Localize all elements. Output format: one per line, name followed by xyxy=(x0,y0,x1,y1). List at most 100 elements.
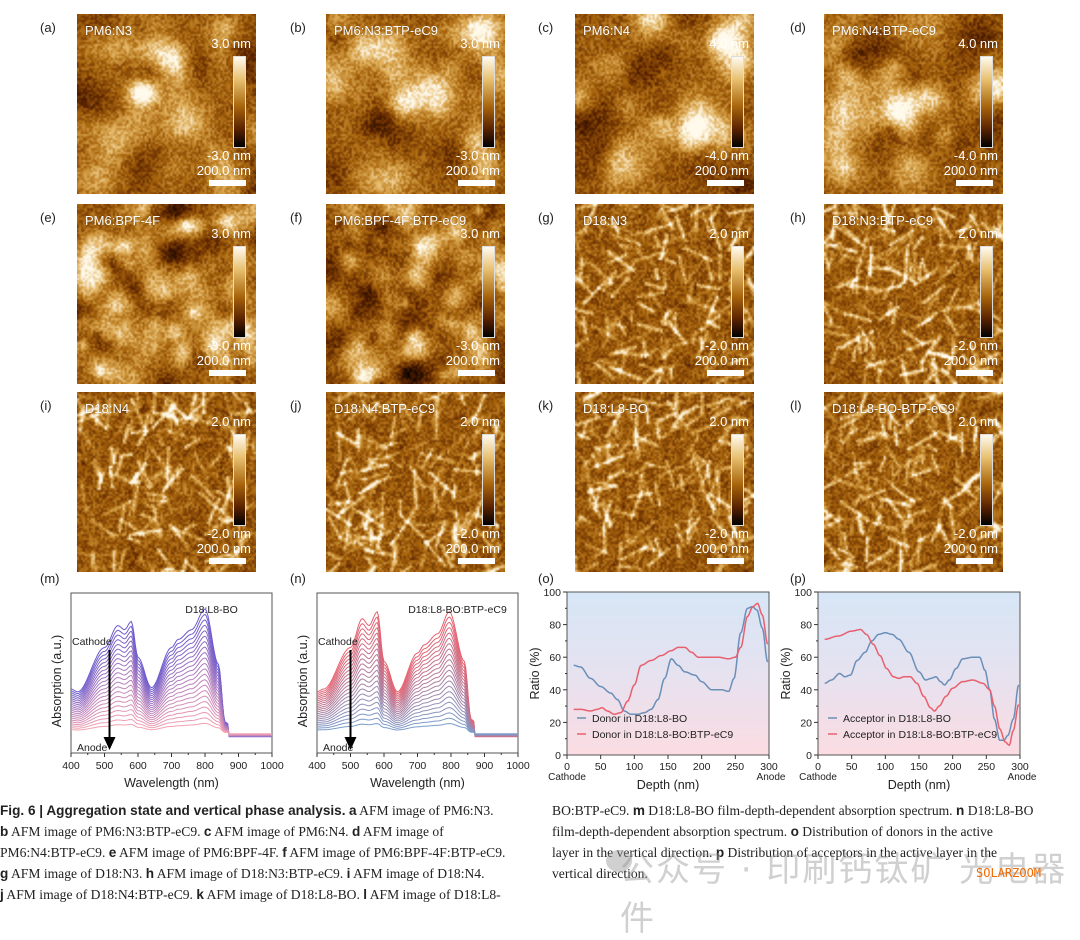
depth-arrow-head-icon xyxy=(104,737,116,750)
y-tick-label: 40 xyxy=(549,685,561,697)
spectrum-curve xyxy=(317,681,518,735)
spectrum-curve xyxy=(317,644,518,737)
spectrum-curve xyxy=(71,642,272,737)
panel-label: (c) xyxy=(538,20,553,35)
colorbar-max-label: 3.0 nm xyxy=(211,226,251,241)
caption-panel-ref: h xyxy=(146,866,154,881)
colorbar-min-label: -3.0 nm xyxy=(456,338,500,353)
caption-panel-ref: m xyxy=(633,803,645,818)
sample-label: PM6:N4:BTP-eC9 xyxy=(832,23,936,38)
caption-text: Distribution of donors in the active xyxy=(799,824,993,839)
colorbar-min-label: -2.0 nm xyxy=(954,526,998,541)
spectrum-curve xyxy=(317,692,518,735)
x-tick-label: 50 xyxy=(595,761,607,773)
sample-label: PM6:BPF-4F xyxy=(85,213,160,228)
spectrum-curve xyxy=(317,638,518,736)
series-line-neat xyxy=(574,607,768,715)
colorbar xyxy=(980,246,993,338)
y-tick-label: 100 xyxy=(794,587,812,599)
spectrum-curve xyxy=(71,685,272,735)
figure-caption-left: Fig. 6 | Aggregation state and vertical … xyxy=(0,800,535,905)
spectrum-curve xyxy=(317,628,518,737)
spectrum-curve xyxy=(317,702,518,734)
caption-line: g AFM image of D18:N3. h AFM image of D1… xyxy=(0,863,535,884)
caption-text: AFM image of D18:L8- xyxy=(367,887,501,902)
spectrum-curve xyxy=(71,691,272,735)
colorbar xyxy=(233,246,246,338)
caption-text: AFM image of PM6:N3:BTP-eC9. xyxy=(8,824,204,839)
scale-bar-label: 200.0 nm xyxy=(446,163,500,178)
scale-bar xyxy=(209,558,246,564)
spectrum-curve xyxy=(317,622,518,736)
panel-label: (f) xyxy=(290,210,302,225)
x-tick-label: 700 xyxy=(409,760,427,772)
colorbar-max-label: 2.0 nm xyxy=(211,414,251,429)
caption-line: BO:BTP-eC9. m D18:L8-BO film-depth-depen… xyxy=(552,800,1080,821)
x-tick-label: 300 xyxy=(760,761,778,773)
x-axis-label: Depth (nm) xyxy=(637,778,700,792)
x-tick-label: 50 xyxy=(846,761,858,773)
caption-text: AFM image of PM6:N3. xyxy=(357,803,494,818)
caption-text: BO:BTP-eC9. xyxy=(552,803,633,818)
spectrum-curve xyxy=(317,713,518,734)
colorbar-max-label: 2.0 nm xyxy=(958,414,998,429)
sample-label: PM6:N3 xyxy=(85,23,132,38)
y-tick-label: 60 xyxy=(800,652,812,664)
x-tick-label: 0 xyxy=(815,761,821,773)
spectrum-curve xyxy=(71,631,272,737)
scale-bar xyxy=(209,370,246,376)
x-tick-label: 0 xyxy=(564,761,570,773)
caption-text: AFM image of D18:N3:BTP-eC9. xyxy=(154,866,347,881)
colorbar-min-label: -3.0 nm xyxy=(456,148,500,163)
panel-label: (j) xyxy=(290,398,302,413)
annotation-anode: Anode xyxy=(323,742,354,754)
x-tick-label: 600 xyxy=(129,760,147,772)
y-tick-label: 80 xyxy=(549,620,561,632)
colorbar-min-label: -3.0 nm xyxy=(207,148,251,163)
spectrum-curve xyxy=(71,713,272,735)
x-tick-label: 250 xyxy=(727,761,745,773)
x-tick-label: 1000 xyxy=(506,760,530,772)
scale-bar xyxy=(956,180,993,186)
scale-bar xyxy=(458,370,495,376)
watermark-brand: SOLARZOOM xyxy=(976,866,1041,880)
spectrum-curve xyxy=(71,658,272,736)
y-axis-label: Ratio (%) xyxy=(528,647,542,699)
colorbar-max-label: 2.0 nm xyxy=(709,414,749,429)
spectrum-curve xyxy=(71,614,272,736)
colorbar-min-label: -4.0 nm xyxy=(954,148,998,163)
watermark-text: 公众号 · 印刷钙钛矿 光电器件 xyxy=(620,842,1080,940)
spectrum-curve xyxy=(71,723,272,733)
x-axis-label: Wavelength (nm) xyxy=(124,776,219,790)
caption-panel-ref: k xyxy=(196,887,204,902)
scale-bar-label: 200.0 nm xyxy=(695,163,749,178)
spectrum-curve xyxy=(317,697,518,735)
y-tick-label: 100 xyxy=(543,587,561,599)
spectrum-curve xyxy=(317,686,518,735)
x-tick-label: 1000 xyxy=(260,760,284,772)
scale-bar xyxy=(956,558,993,564)
spectrum-curve xyxy=(317,612,518,737)
colorbar-min-label: -2.0 nm xyxy=(456,526,500,541)
panel-label: (g) xyxy=(538,210,554,225)
panel-label: (m) xyxy=(40,571,60,586)
x-tick-label: 600 xyxy=(375,760,393,772)
spectrum-curve xyxy=(71,702,272,735)
y-tick-label: 40 xyxy=(800,685,812,697)
y-axis-label: Ratio (%) xyxy=(779,647,793,699)
sample-label: D18:N4 xyxy=(85,401,129,416)
spectrum-curve xyxy=(71,674,272,735)
caption-line: Fig. 6 | Aggregation state and vertical … xyxy=(0,800,535,821)
y-tick-label: 20 xyxy=(549,717,561,729)
spectrum-curve xyxy=(317,708,518,735)
colorbar-max-label: 4.0 nm xyxy=(958,36,998,51)
sample-label: D18:L8-BO xyxy=(583,401,648,416)
scale-bar-label: 200.0 nm xyxy=(695,541,749,556)
plot-background xyxy=(818,592,1020,755)
colorbar-max-label: 2.0 nm xyxy=(958,226,998,241)
colorbar-min-label: -2.0 nm xyxy=(705,338,749,353)
legend-label: Donor in D18:L8-BO:BTP-eC9 xyxy=(592,729,733,741)
x-tick-label: 500 xyxy=(342,760,360,772)
